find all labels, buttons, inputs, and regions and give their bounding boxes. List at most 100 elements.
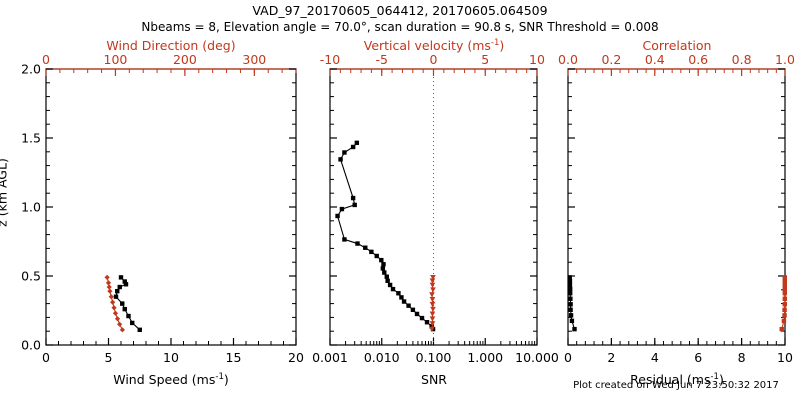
datapoint-snr xyxy=(339,206,345,212)
datapoint-vertical-velocity xyxy=(430,287,436,293)
panel1-bottom-axis-label: Wind Speed (ms-1) xyxy=(113,372,229,388)
datapoint-snr xyxy=(380,266,386,271)
datapoint-snr xyxy=(399,295,404,300)
panel-1-xticklabel-top: 200 xyxy=(173,52,197,67)
datapoint-correlation xyxy=(782,296,787,301)
panel-1-xticklabel: 0 xyxy=(42,350,50,365)
datapoint-residual xyxy=(567,291,573,296)
panel-2-xticklabel: 10.000 xyxy=(515,350,559,365)
datapoint-correlation xyxy=(782,286,787,292)
datapoint-residual xyxy=(569,318,575,324)
datapoint-wind-direction xyxy=(114,316,121,322)
panel-2-xticklabel-top: 0 xyxy=(430,52,438,67)
y-ticklabel: 0.0 xyxy=(21,338,41,353)
datapoint-correlation xyxy=(782,313,787,318)
datapoint-vertical-velocity xyxy=(429,292,435,298)
datapoint-snr xyxy=(429,324,434,329)
datapoint-residual xyxy=(567,275,572,280)
panel-3-xticklabel-top: 0.8 xyxy=(732,52,752,67)
datapoint-correlation xyxy=(782,275,787,280)
datapoint-wind-direction xyxy=(112,310,119,316)
datapoint-wind-direction xyxy=(106,284,112,290)
datapoint-snr xyxy=(335,213,340,219)
datapoint-residual xyxy=(568,307,573,313)
panel1-top-axis-label: Wind Direction (deg) xyxy=(106,38,236,53)
datapoint-correlation xyxy=(779,326,784,332)
panel-3-frame xyxy=(567,68,786,346)
datapoint-snr xyxy=(414,311,420,317)
datapoint-wind-speed xyxy=(126,313,131,319)
datapoint-snr xyxy=(355,241,360,246)
datapoint-vertical-velocity xyxy=(429,301,436,308)
datapoint-wind-speed xyxy=(113,294,119,299)
datapoint-snr xyxy=(350,144,356,150)
datapoint-snr xyxy=(401,299,407,304)
figure-footer: Plot created on Wed Jun 7 23:50:32 2017 xyxy=(573,380,779,391)
datapoint-wind-direction xyxy=(104,274,110,280)
panel2-top-axis-label: Vertical velocity (ms-1) xyxy=(363,38,505,54)
datapoint-vertical-velocity xyxy=(430,274,436,281)
datapoint-vertical-velocity xyxy=(429,278,436,284)
datapoint-snr xyxy=(338,157,343,162)
datapoint-vertical-velocity xyxy=(429,326,435,332)
panel-3-xticklabel: 2 xyxy=(607,350,615,365)
datapoint-wind-direction xyxy=(105,280,112,286)
datapoint-snr xyxy=(342,237,347,242)
panel-1-xticklabel: 10 xyxy=(163,350,179,365)
datapoint-wind-speed xyxy=(115,288,120,294)
datapoint-snr xyxy=(387,282,393,288)
panel-3-xticklabel: 10 xyxy=(777,350,793,365)
panel-2-xticklabel: 1.000 xyxy=(467,350,503,365)
panel-1-frame xyxy=(45,68,297,346)
datapoint-snr xyxy=(384,274,389,279)
datapoint-wind-direction xyxy=(119,327,125,333)
datapoint-wind-speed xyxy=(130,320,135,326)
datapoint-snr xyxy=(419,315,425,321)
datapoint-snr xyxy=(350,195,356,201)
panel-2-xticklabel-top: -5 xyxy=(376,52,388,67)
y-axis-label: z (km AGL) xyxy=(0,158,10,227)
datapoint-snr xyxy=(424,320,430,325)
panel-2-xticklabel-top: -10 xyxy=(320,52,340,67)
panel-3-xticklabel: 4 xyxy=(651,350,659,365)
datapoint-residual xyxy=(572,326,577,332)
panel-3-xticklabel-top: 0.4 xyxy=(645,52,665,67)
datapoint-wind-direction xyxy=(110,299,116,305)
figure-subtitle: Nbeams = 8, Elevation angle = 70.0°, sca… xyxy=(141,20,659,34)
panel-3-xticklabel-top: 0.0 xyxy=(558,52,578,67)
figure-title: VAD_97_20170605_064412, 20170605.064509 xyxy=(252,3,548,18)
y-ticklabel: 0.5 xyxy=(21,269,41,284)
panel-1-xticklabel-top: 300 xyxy=(242,52,266,67)
panel3-top-axis-label: Correlation xyxy=(642,38,712,53)
panel-1-xticklabel-top: 0 xyxy=(42,52,50,67)
datapoint-residual xyxy=(567,278,573,284)
y-ticklabel: 2.0 xyxy=(21,62,41,77)
datapoint-snr xyxy=(342,150,347,155)
datapoint-wind-direction xyxy=(117,321,123,327)
panel-2-xticklabel: 0.001 xyxy=(312,350,348,365)
panel-3-xticklabel-top: 0.2 xyxy=(601,52,621,67)
panel3-bottom-axis-label: Residual (ms-1) xyxy=(630,372,724,388)
datapoint-snr xyxy=(374,253,379,259)
datapoint-correlation xyxy=(782,307,787,313)
datapoint-residual xyxy=(567,286,573,292)
y-ticklabel: 1.0 xyxy=(21,200,41,215)
panel-1-xticklabel: 20 xyxy=(288,350,304,365)
datapoint-wind-direction xyxy=(107,288,113,294)
panel2-bottom-axis-label: SNR xyxy=(421,372,447,387)
panel-1-xticklabel-top: 100 xyxy=(104,52,128,67)
datapoint-residual xyxy=(568,296,573,301)
datapoint-vertical-velocity xyxy=(429,321,436,327)
panel-2-xticklabel: 0.100 xyxy=(416,350,452,365)
datapoint-vertical-velocity xyxy=(429,316,436,322)
datapoint-residual xyxy=(567,282,573,288)
panel-3-xticklabel: 6 xyxy=(694,350,702,365)
panel-2-xticklabel: 0.010 xyxy=(364,350,400,365)
panel-1-xticklabel: 15 xyxy=(226,350,242,365)
datapoint-wind-speed xyxy=(120,301,125,306)
datapoint-snr xyxy=(390,286,396,292)
datapoint-wind-speed xyxy=(122,306,127,312)
datapoint-snr xyxy=(379,257,384,263)
panel-2-xticklabel-top: 5 xyxy=(481,52,489,67)
